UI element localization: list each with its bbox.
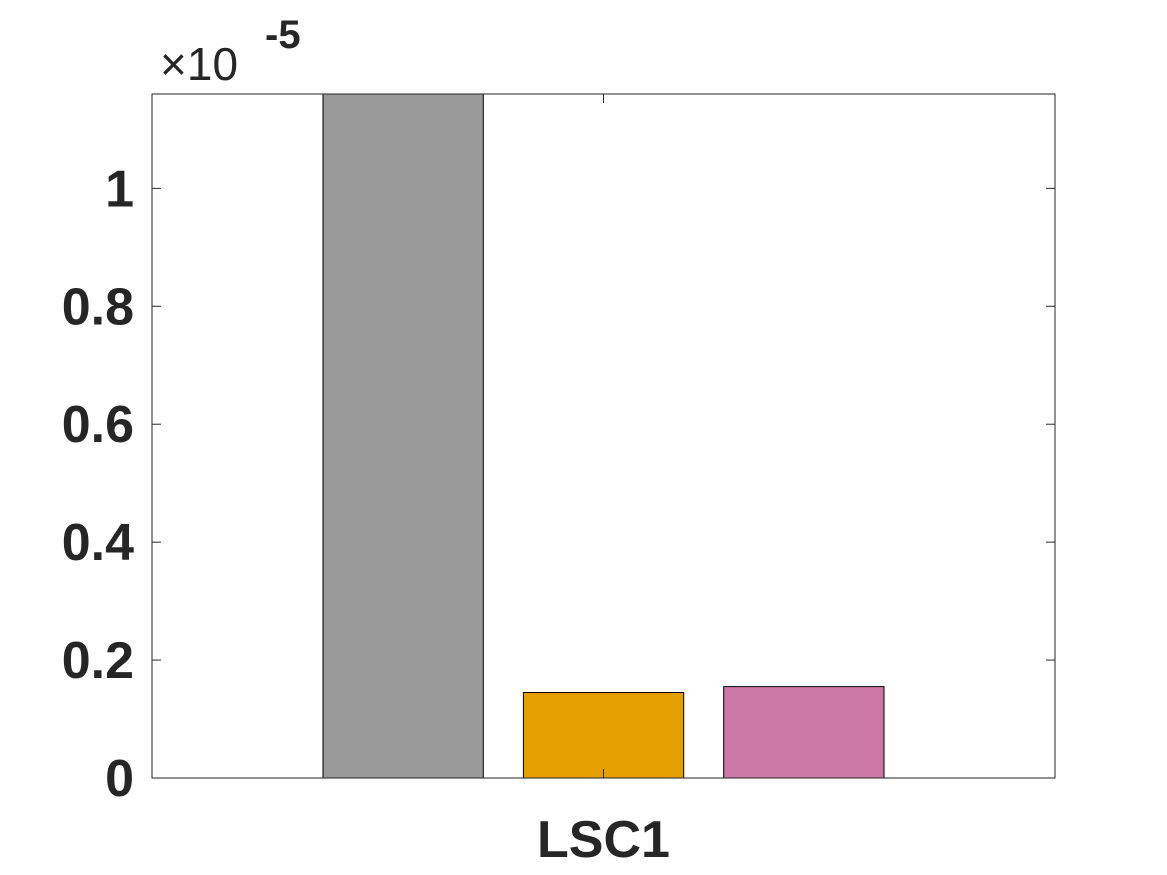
exponent-base: ×10 <box>160 38 238 90</box>
bar-lsc1-1 <box>322 93 484 779</box>
exponent-label: ×10 -5 <box>160 13 301 90</box>
y-tick-label: 0.8 <box>62 278 134 336</box>
y-tick-labels: 0 0.2 0.4 0.6 0.8 1 <box>62 160 134 808</box>
bar-lsc1-2 <box>522 692 685 779</box>
exponent-power: -5 <box>265 13 301 57</box>
axes-box <box>151 93 1056 779</box>
bar-lsc1-3 <box>723 686 885 779</box>
y-tick-label: 0.4 <box>62 514 134 572</box>
y-tick-label: 0.6 <box>62 396 134 454</box>
x-tick-labels: LSC1 <box>537 811 670 869</box>
plot-area <box>152 94 1055 778</box>
y-tick-label: 1 <box>105 160 134 218</box>
y-tick-label: 0.2 <box>62 632 134 690</box>
x-tick-label-lsc1: LSC1 <box>537 811 670 869</box>
bars-group <box>322 93 885 779</box>
y-tick-label: 0 <box>105 750 134 808</box>
